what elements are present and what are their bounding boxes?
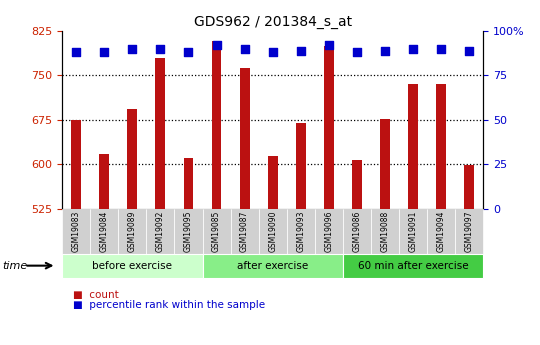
Point [437, 46, 445, 51]
Bar [156, 58, 165, 209]
Bar [408, 85, 418, 209]
Bar [324, 46, 334, 209]
Bar [436, 85, 446, 209]
Point [268, 50, 277, 55]
Text: GSM19095: GSM19095 [184, 210, 193, 252]
Bar [268, 156, 278, 209]
Point [409, 46, 417, 51]
Text: GSM19090: GSM19090 [268, 210, 277, 252]
Text: GSM19088: GSM19088 [381, 210, 389, 252]
Bar [240, 68, 249, 209]
Point [296, 48, 305, 53]
Text: ■  percentile rank within the sample: ■ percentile rank within the sample [73, 300, 265, 310]
Text: ■  count: ■ count [73, 290, 119, 300]
Text: GSM19092: GSM19092 [156, 210, 165, 252]
Point [212, 42, 221, 48]
Point [325, 42, 333, 48]
Text: after exercise: after exercise [237, 261, 308, 270]
Point [240, 46, 249, 51]
Bar [464, 166, 474, 209]
Text: GSM19096: GSM19096 [325, 210, 333, 252]
Point [100, 50, 109, 55]
Point [72, 50, 80, 55]
Text: GSM19097: GSM19097 [465, 210, 474, 252]
Text: GSM19091: GSM19091 [409, 210, 417, 252]
Point [381, 48, 389, 53]
Text: GSM19089: GSM19089 [128, 210, 137, 252]
Bar [296, 123, 306, 209]
Bar [184, 158, 193, 209]
Bar [380, 119, 390, 209]
Point [184, 50, 193, 55]
Text: before exercise: before exercise [92, 261, 172, 270]
Text: GSM19087: GSM19087 [240, 210, 249, 252]
Text: GSM19093: GSM19093 [296, 210, 305, 252]
Text: GSM19083: GSM19083 [72, 210, 80, 252]
Text: GSM19084: GSM19084 [100, 210, 109, 252]
Text: time: time [3, 261, 28, 270]
Bar [127, 109, 137, 209]
Point [353, 50, 361, 55]
Text: GSM19086: GSM19086 [353, 210, 361, 252]
Text: GSM19094: GSM19094 [437, 210, 445, 252]
Bar [212, 41, 221, 209]
Point [156, 46, 165, 51]
Text: 60 min after exercise: 60 min after exercise [358, 261, 468, 270]
Point [128, 46, 137, 51]
Bar [99, 154, 109, 209]
Bar [352, 160, 362, 209]
Bar [71, 120, 81, 209]
Point [465, 48, 474, 53]
Text: GSM19085: GSM19085 [212, 210, 221, 252]
Title: GDS962 / 201384_s_at: GDS962 / 201384_s_at [194, 14, 352, 29]
